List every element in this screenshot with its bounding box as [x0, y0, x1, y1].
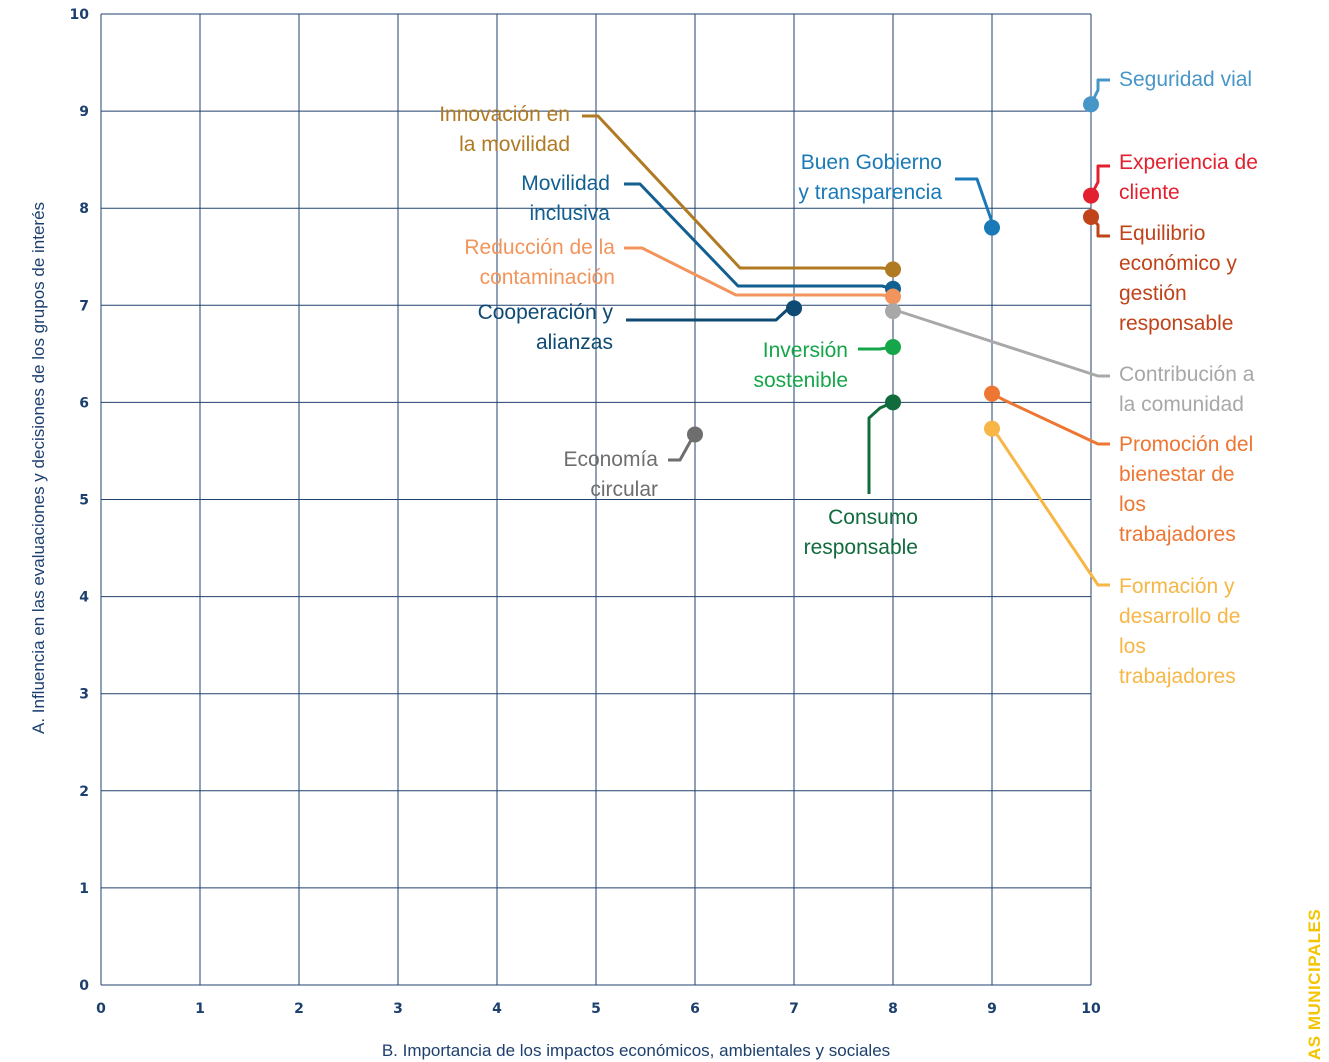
y-tick-label-1: 1 [79, 881, 89, 897]
point-label-3: Buen Gobierno y transparencia [798, 151, 942, 204]
x-tick-label-10: 10 [1081, 1001, 1101, 1017]
point-label-line: contaminación [480, 266, 615, 289]
point-label-line: Movilidad [521, 172, 610, 195]
point-label-line: desarrollo de [1119, 605, 1240, 628]
data-point-2 [1083, 208, 1099, 225]
y-tick-label-9: 9 [79, 104, 89, 120]
point-label-8: Cooperación y alianzas [478, 301, 614, 354]
point-label-line: Innovación en [439, 103, 570, 126]
point-label-line: los [1119, 635, 1146, 658]
y-ticks: 0 1 2 3 4 5 6 7 8 9 10 [70, 7, 90, 994]
point-label-line: responsable [1119, 312, 1233, 335]
point-label-line: Inversión [763, 339, 848, 362]
data-point-8 [786, 300, 802, 317]
y-tick-label-6: 6 [79, 395, 89, 411]
data-point-0 [1083, 96, 1099, 113]
data-point-10 [885, 394, 901, 411]
x-ticks: 0 1 2 3 4 5 6 7 8 9 10 [96, 1001, 1101, 1017]
y-tick-label-3: 3 [79, 687, 89, 703]
y-axis-label: A. Influencia en las evaluaciones y deci… [29, 202, 48, 734]
data-point-7 [885, 303, 901, 320]
data-points [687, 96, 1099, 443]
point-label-13: Economía circular [563, 448, 658, 501]
leader-line-8 [626, 306, 795, 322]
x-tick-label-8: 8 [888, 1001, 898, 1017]
point-label-line: y transparencia [798, 181, 942, 204]
point-label-line: inclusiva [529, 202, 610, 225]
grid [100, 13, 1092, 986]
point-label-line: trabajadores [1119, 665, 1236, 688]
point-label-2: Equilibrio económico y gestión responsable [1119, 222, 1237, 335]
point-label-line: la movilidad [459, 133, 570, 156]
point-label-9: Inversión sostenible [753, 339, 848, 392]
point-label-line: Economía [563, 448, 658, 471]
point-label-line: Promoción del [1119, 433, 1253, 456]
point-label-1: Experiencia de cliente [1119, 151, 1258, 204]
x-tick-label-7: 7 [789, 1001, 799, 1017]
point-label-line: cliente [1119, 181, 1180, 204]
x-tick-label-1: 1 [195, 1001, 205, 1017]
point-label-12: Formación y desarrollo de los trabajadores [1119, 575, 1240, 688]
data-point-11 [984, 385, 1000, 402]
x-tick-label-9: 9 [987, 1001, 997, 1017]
data-point-12 [984, 420, 1000, 437]
point-label-6: Reducción de la contaminación [464, 236, 615, 289]
x-tick-label-4: 4 [492, 1001, 502, 1017]
leader-line-11 [991, 392, 1110, 446]
data-point-13 [687, 426, 703, 443]
point-label-line: bienestar de [1119, 463, 1235, 486]
point-labels: Seguridad vial Experiencia de cliente Equil… [439, 68, 1258, 688]
x-axis-label: B. Importancia de los impactos económico… [382, 1041, 890, 1060]
point-label-line: Contribución a [1119, 363, 1255, 386]
point-label-line: Reducción de la [464, 236, 615, 259]
point-label-line: sostenible [753, 369, 848, 392]
point-label-5: Movilidad inclusiva [521, 172, 610, 225]
x-tick-label-2: 2 [294, 1001, 304, 1017]
point-label-line: Consumo [828, 506, 918, 529]
y-tick-label-4: 4 [79, 590, 89, 606]
y-tick-label-10: 10 [70, 7, 90, 23]
x-tick-label-6: 6 [690, 1001, 700, 1017]
point-label-0: Seguridad vial [1119, 68, 1252, 91]
y-tick-label-7: 7 [79, 298, 89, 314]
point-label-line: alianzas [536, 331, 613, 354]
point-label-line: responsable [804, 536, 918, 559]
point-label-line: Experiencia de [1119, 151, 1258, 174]
data-point-3 [984, 219, 1000, 236]
data-point-4 [885, 261, 901, 278]
point-label-line: Cooperación y [478, 301, 614, 324]
side-section-label: AS MUNICIPALES [1305, 908, 1324, 1060]
y-tick-label-0: 0 [79, 978, 89, 994]
y-tick-label-8: 8 [79, 201, 89, 217]
point-label-line: gestión [1119, 282, 1187, 305]
point-label-line: circular [590, 478, 658, 501]
data-point-1 [1083, 187, 1099, 204]
point-label-10: Consumo responsable [804, 506, 918, 559]
data-point-6 [885, 288, 901, 305]
point-label-line: Formación y [1119, 575, 1235, 598]
point-label-line: Seguridad vial [1119, 68, 1252, 91]
x-tick-label-5: 5 [591, 1001, 601, 1017]
y-tick-label-5: 5 [79, 493, 89, 509]
point-label-line: económico y [1119, 252, 1237, 275]
leader-line-3 [955, 177, 994, 228]
leader-line-6 [624, 246, 894, 299]
point-label-line: trabajadores [1119, 523, 1236, 546]
x-tick-label-0: 0 [96, 1001, 106, 1017]
point-label-4: Innovación en la movilidad [439, 103, 570, 156]
point-label-7: Contribución a la comunidad [1119, 363, 1255, 416]
y-tick-label-2: 2 [79, 784, 89, 800]
leader-line-10 [867, 401, 894, 494]
point-label-line: la comunidad [1119, 393, 1244, 416]
leader-line-7 [892, 309, 1110, 378]
point-label-line: Equilibrio [1119, 222, 1205, 245]
point-label-11: Promoción del bienestar de los trabajadores [1119, 433, 1253, 546]
leader-line-12 [990, 427, 1110, 587]
data-point-9 [885, 339, 901, 356]
point-label-line: los [1119, 493, 1146, 516]
point-label-line: Buen Gobierno [801, 151, 942, 174]
x-tick-label-3: 3 [393, 1001, 403, 1017]
